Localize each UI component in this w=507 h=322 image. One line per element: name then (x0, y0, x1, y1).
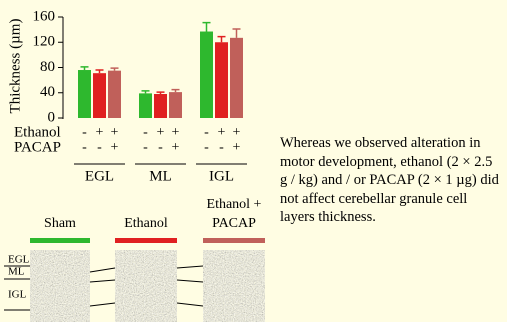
treatment-sign: + (233, 125, 241, 140)
treatment-sign: - (158, 140, 163, 155)
series-label: Ethanol + PACAP (196, 195, 272, 233)
x-tick-label: IGL (209, 168, 234, 184)
layer-label: ML (8, 266, 25, 278)
bar (230, 38, 243, 118)
y-tick-label: 120 (33, 34, 56, 50)
bar (108, 71, 121, 118)
layer-line (177, 303, 203, 306)
layer-label: EGL (8, 254, 30, 266)
caption: Whereas we observed alteration in motor … (280, 134, 500, 227)
bar (169, 92, 182, 118)
x-tick-label: ML (149, 168, 172, 184)
series-label: Sham (22, 214, 98, 233)
treatment-sign: - (204, 125, 209, 140)
layer-line (177, 280, 203, 282)
slide: Thickness (µm) 04080120160-++--+EGL-++--… (0, 0, 507, 322)
treatment-sign: + (172, 125, 180, 140)
bar (139, 93, 152, 118)
y-tick-label: 160 (33, 8, 56, 24)
y-tick-label: 40 (40, 84, 55, 100)
series-label: Ethanol (108, 214, 184, 233)
treatment-sign: - (97, 140, 102, 155)
layer-line (90, 268, 115, 272)
bar (200, 32, 213, 118)
treatment-sign: + (111, 125, 119, 140)
treatment-sign: + (111, 140, 119, 155)
bar (154, 94, 167, 118)
layer-label: IGL (8, 289, 27, 301)
error-bar (233, 29, 241, 38)
bar (215, 42, 228, 118)
y-tick-label: 0 (48, 109, 56, 125)
bar (93, 73, 106, 118)
error-bar (142, 91, 150, 94)
treatment-sign: - (204, 140, 209, 155)
treatment-sign: + (96, 125, 104, 140)
treatment-sign: + (157, 125, 165, 140)
treatment-sign: + (233, 140, 241, 155)
row-label: PACAP (14, 139, 61, 155)
treatment-sign: - (82, 125, 87, 140)
layer-line (90, 280, 115, 282)
series-color-bar (30, 238, 90, 243)
error-bar (203, 23, 211, 32)
error-bar (218, 37, 226, 43)
treatment-sign: + (172, 140, 180, 155)
layer-line (177, 266, 203, 268)
error-bar (157, 92, 165, 94)
bar (78, 70, 91, 118)
y-axis-label: Thickness (µm) (7, 19, 23, 114)
layer-line (90, 303, 115, 306)
micrograph (30, 250, 90, 322)
error-bar (96, 70, 104, 73)
treatment-sign: - (143, 125, 148, 140)
error-bar (111, 68, 119, 71)
treatment-sign: + (218, 125, 226, 140)
error-bar (81, 67, 89, 70)
micrograph (115, 250, 177, 322)
y-tick-label: 80 (40, 59, 55, 75)
error-bar (172, 90, 180, 93)
treatment-sign: - (82, 140, 87, 155)
micrograph (203, 250, 265, 322)
micrographs (4, 250, 265, 322)
series-color-bar (203, 238, 265, 243)
row-label: Ethanol (14, 124, 61, 140)
treatment-sign: - (219, 140, 224, 155)
treatment-sign: - (143, 140, 148, 155)
x-tick-label: EGL (85, 168, 114, 184)
series-color-bar (115, 238, 177, 243)
